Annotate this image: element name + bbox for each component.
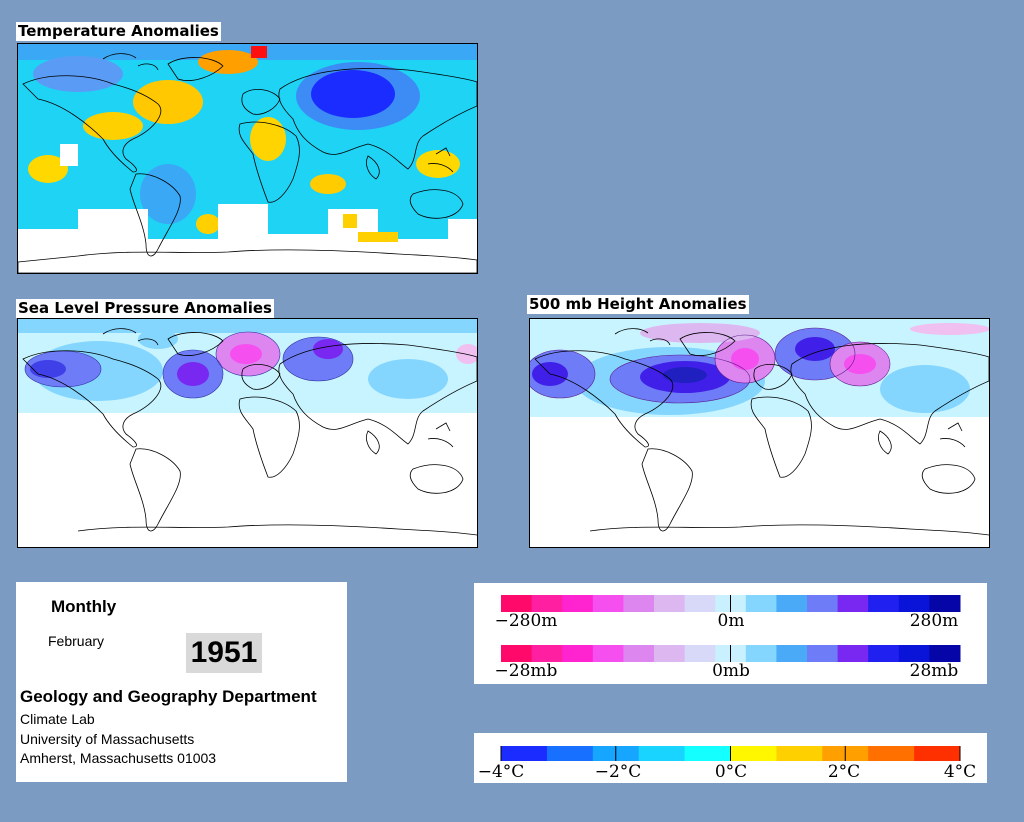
temperature-legend-bar — [500, 746, 961, 761]
pressure-legend-swatch — [929, 645, 961, 662]
address-line: University of Massachusetts — [20, 731, 195, 747]
height-legend-mid-label: 0m — [717, 611, 745, 631]
height-legend-swatch — [531, 595, 563, 612]
temp-legend-label: 0°C — [714, 762, 748, 782]
height-legend-swatch — [807, 595, 839, 612]
height-legend-swatch — [592, 595, 624, 612]
height-legend-swatch — [868, 595, 900, 612]
temperature-map-svg — [18, 44, 477, 273]
pressure-legend-swatch — [531, 645, 563, 662]
pressure-legend-swatch — [898, 645, 930, 662]
pressure-legend-swatch — [837, 645, 869, 662]
temperature-anomaly-map — [17, 43, 478, 274]
height-legend-swatch — [776, 595, 808, 612]
month-label: February — [48, 633, 105, 649]
height-legend-swatch — [562, 595, 594, 612]
height500-map-svg — [530, 319, 989, 536]
temperature-legend-swatch — [914, 746, 961, 761]
height-legend-swatch — [898, 595, 930, 612]
pressure-legend-swatch — [592, 645, 624, 662]
pressure-legend-swatch — [654, 645, 686, 662]
pressure-legend-swatch — [501, 645, 533, 662]
temperature-legend-swatch — [638, 746, 686, 761]
pressure-legend-swatch — [623, 645, 655, 662]
height500-anomaly-map — [529, 318, 990, 548]
height-legend-min-label: −280m — [494, 611, 558, 631]
temperature-legend-swatch — [730, 746, 777, 761]
pressure-legend-swatch — [745, 645, 777, 662]
temperature-legend-swatch — [684, 746, 731, 761]
temperature-legend: −4°C −2°C 0°C 2°C 4°C — [474, 733, 987, 783]
height-legend-swatch — [929, 595, 961, 612]
pressure-legend-swatch — [562, 645, 594, 662]
pressure-legend-max-label: 28mb — [909, 661, 959, 681]
height-legend-max-label: 280m — [909, 611, 959, 631]
period-label: Monthly — [51, 597, 117, 616]
slp-panel-title: Sea Level Pressure Anomalies — [16, 299, 274, 318]
height-legend-swatch — [684, 595, 716, 612]
pressure-legend-min-label: −28mb — [494, 661, 558, 681]
temperature-legend-swatch — [501, 746, 548, 761]
temp-legend-label: −4°C — [477, 762, 525, 782]
temp-legend-label: 2°C — [827, 762, 861, 782]
anomaly-legend: −280m 0m 280m −28mb 0mb 28mb — [474, 583, 987, 684]
address-line: Climate Lab — [20, 711, 95, 727]
height-legend-swatch — [654, 595, 686, 612]
pressure-legend-swatch — [684, 645, 716, 662]
temperature-legend-swatch — [546, 746, 594, 761]
height-legend-swatch — [501, 595, 533, 612]
temp-legend-label: −2°C — [594, 762, 642, 782]
pressure-legend-swatch — [776, 645, 808, 662]
pressure-legend-swatch — [807, 645, 839, 662]
height-legend-swatch — [623, 595, 655, 612]
height-legend-swatch — [837, 595, 869, 612]
slp-map-svg — [18, 319, 477, 536]
pressure-legend-swatch — [868, 645, 900, 662]
anomaly-legend-bars — [501, 595, 961, 662]
year-display: 1951 — [186, 633, 262, 673]
temperature-legend-swatch — [776, 746, 823, 761]
temp-legend-label: 4°C — [943, 762, 977, 782]
info-panel: Monthly February 1951 Geology and Geogra… — [16, 582, 347, 782]
pressure-legend-mid-label: 0mb — [712, 661, 750, 681]
height-legend-swatch — [745, 595, 777, 612]
temperature-legend-swatch — [868, 746, 915, 761]
slp-anomaly-map — [17, 318, 478, 548]
temperature-panel-title: Temperature Anomalies — [16, 22, 221, 41]
address-line: Amherst, Massachusetts 01003 — [20, 750, 217, 766]
department-name: Geology and Geography Department — [20, 687, 317, 706]
height500-panel-title: 500 mb Height Anomalies — [527, 295, 749, 314]
